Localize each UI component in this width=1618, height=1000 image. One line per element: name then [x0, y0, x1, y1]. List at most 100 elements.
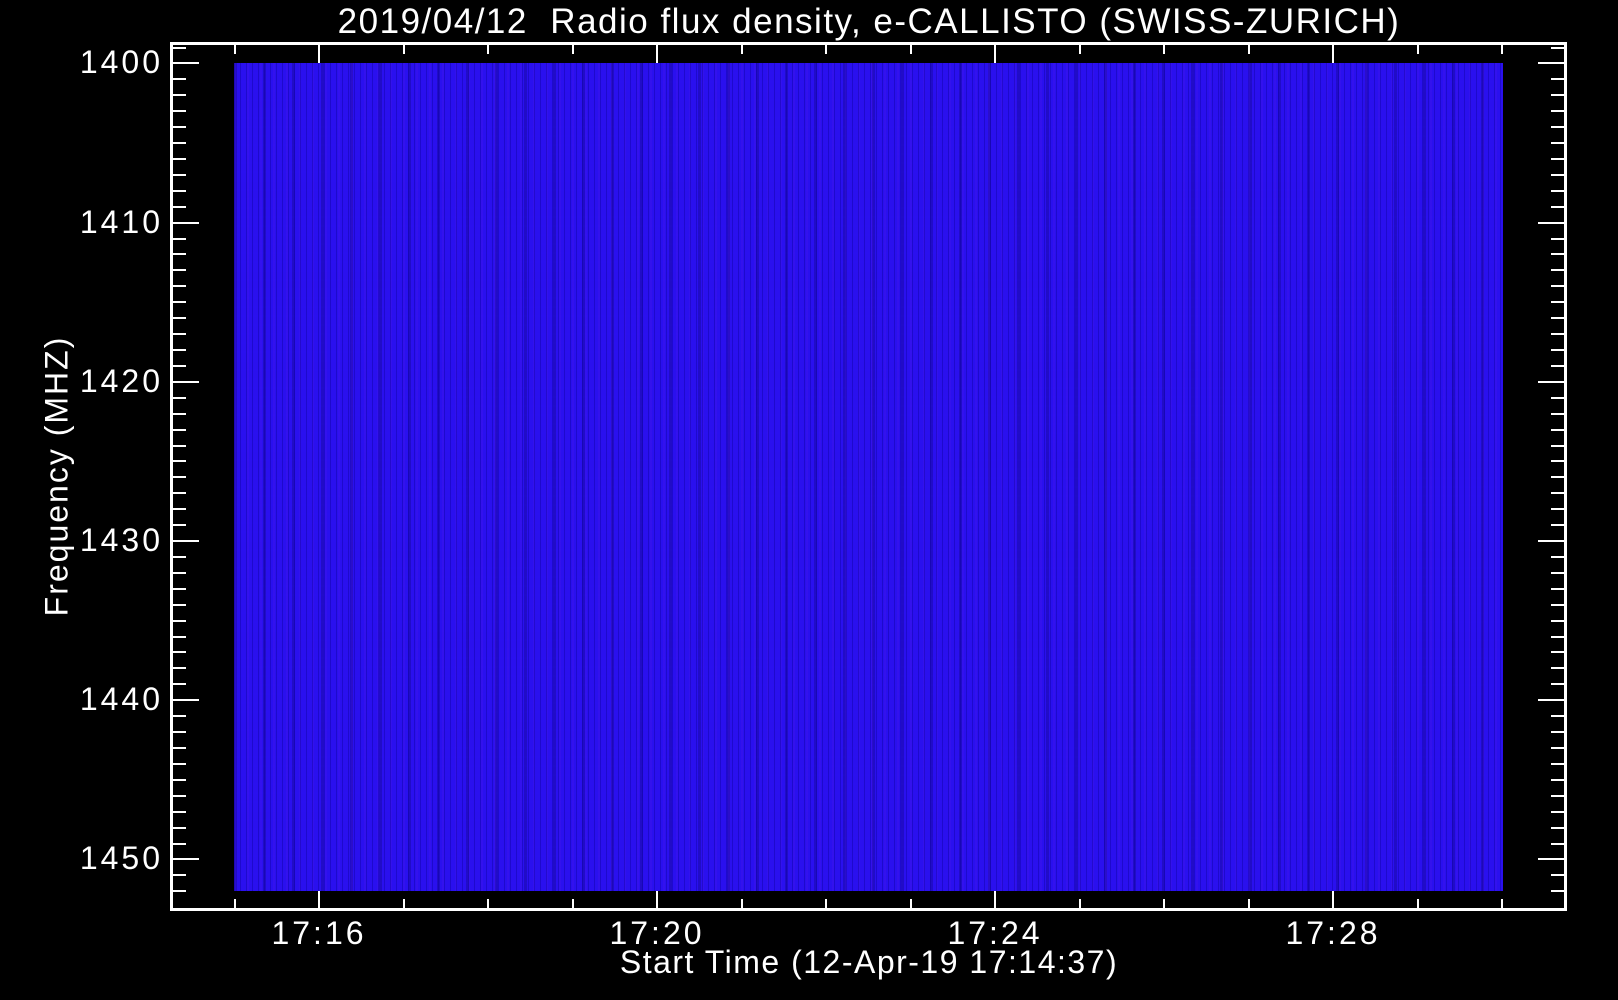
y-tick-label: 1440 [79, 681, 163, 717]
y-tick-mark [1551, 683, 1564, 685]
x-tick-mark [318, 45, 320, 63]
y-tick-mark [173, 333, 186, 335]
y-tick-mark [173, 429, 186, 431]
y-tick-mark [173, 620, 186, 622]
y-tick-mark [1551, 110, 1564, 112]
y-tick-mark [173, 890, 186, 892]
y-tick-label: 1430 [79, 522, 163, 558]
y-tick-mark [1551, 190, 1564, 192]
y-tick-mark [1551, 126, 1564, 128]
y-tick-mark [1551, 349, 1564, 351]
y-tick-mark [173, 636, 186, 638]
y-tick-mark [1551, 827, 1564, 829]
y-tick-mark [173, 126, 186, 128]
y-tick-mark [1551, 811, 1564, 813]
x-tick-mark [1501, 899, 1503, 908]
x-tick-mark [1501, 45, 1503, 54]
y-tick-mark [1551, 890, 1564, 892]
y-tick-mark [173, 827, 186, 829]
x-tick-mark [318, 891, 320, 908]
y-tick-mark [173, 556, 186, 558]
y-tick-mark [1551, 460, 1564, 462]
x-tick-mark [656, 45, 658, 63]
y-tick-mark [1551, 795, 1564, 797]
chart-title: 2019/04/12 Radio flux density, e-CALLIST… [337, 2, 1401, 41]
x-tick-label: 17:24 [947, 915, 1043, 951]
y-tick-mark [173, 779, 186, 781]
y-tick-mark [173, 158, 186, 160]
y-tick-mark [1551, 78, 1564, 80]
y-tick-mark [1551, 158, 1564, 160]
y-tick-mark [173, 604, 186, 606]
x-tick-mark [910, 899, 912, 908]
x-tick-mark [741, 45, 743, 54]
y-tick-mark [173, 349, 186, 351]
x-tick-mark [1079, 899, 1081, 908]
y-tick-mark [1551, 285, 1564, 287]
y-tick-mark [1551, 317, 1564, 319]
y-tick-mark [173, 524, 186, 526]
y-tick-mark [1551, 843, 1564, 845]
y-tick-mark [1551, 604, 1564, 606]
y-tick-mark [1551, 508, 1564, 510]
x-tick-mark [1417, 45, 1419, 54]
x-tick-mark [825, 45, 827, 54]
y-tick-mark [173, 460, 186, 462]
y-tick-mark [173, 301, 186, 303]
y-tick-mark [1551, 731, 1564, 733]
y-tick-mark [173, 78, 186, 80]
y-tick-mark [1551, 301, 1564, 303]
y-tick-mark [1551, 588, 1564, 590]
y-tick-mark [173, 47, 186, 49]
y-tick-mark [1551, 397, 1564, 399]
y-tick-mark [173, 651, 186, 653]
y-tick-mark [1551, 667, 1564, 669]
y-tick-mark [173, 508, 186, 510]
y-tick-mark [1538, 858, 1564, 860]
y-tick-mark [1551, 413, 1564, 415]
y-tick-mark [173, 731, 186, 733]
x-tick-mark [1079, 45, 1081, 54]
y-tick-mark [1551, 779, 1564, 781]
x-tick-mark [1163, 45, 1165, 54]
x-tick-mark [234, 899, 236, 908]
y-tick-mark [173, 492, 186, 494]
y-tick-mark [173, 206, 186, 208]
y-tick-mark [173, 540, 199, 542]
x-tick-mark [572, 899, 574, 908]
y-tick-mark [1551, 524, 1564, 526]
y-tick-mark [1551, 492, 1564, 494]
y-tick-mark [1551, 445, 1564, 447]
y-tick-mark [1551, 238, 1564, 240]
y-tick-mark [1551, 269, 1564, 271]
y-tick-mark [1551, 636, 1564, 638]
y-tick-mark [173, 222, 199, 224]
y-tick-mark [173, 381, 199, 383]
x-tick-mark [1163, 899, 1165, 908]
y-tick-mark [173, 572, 186, 574]
x-tick-label: 17:28 [1285, 915, 1381, 951]
y-tick-mark [173, 476, 186, 478]
y-tick-mark [173, 62, 199, 64]
y-tick-label: 1410 [79, 204, 163, 240]
y-tick-mark [173, 142, 186, 144]
x-axis-label: Start Time (12-Apr-19 17:14:37) [619, 944, 1119, 980]
y-tick-mark [1551, 94, 1564, 96]
x-tick-mark [994, 891, 996, 908]
y-tick-mark [173, 747, 186, 749]
x-tick-mark [572, 45, 574, 54]
y-tick-mark [173, 397, 186, 399]
y-tick-mark [173, 811, 186, 813]
y-tick-mark [173, 253, 186, 255]
y-tick-mark [173, 874, 186, 876]
x-tick-mark [487, 45, 489, 54]
y-tick-mark [173, 413, 186, 415]
y-tick-mark [1551, 174, 1564, 176]
y-tick-mark [173, 858, 199, 860]
y-tick-mark [1551, 747, 1564, 749]
y-tick-mark [173, 667, 186, 669]
y-tick-mark [1551, 715, 1564, 717]
x-tick-mark [656, 891, 658, 908]
x-tick-mark [994, 45, 996, 63]
